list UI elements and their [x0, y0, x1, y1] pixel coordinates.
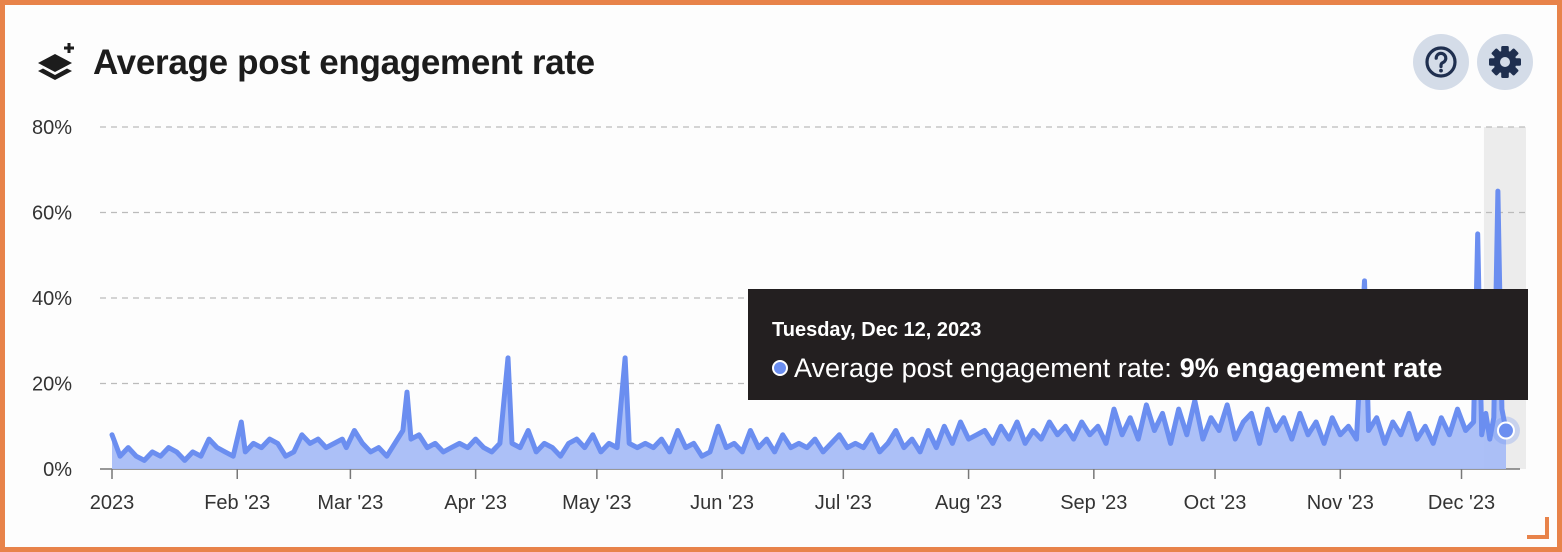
- question-circle-icon: [1425, 46, 1457, 78]
- gear-icon: [1489, 46, 1521, 78]
- y-tick-label: 20%: [32, 374, 72, 396]
- y-tick-label: 60%: [32, 203, 72, 225]
- x-tick-label: Oct '23: [1184, 492, 1247, 514]
- highlight-point: [1496, 421, 1515, 440]
- x-tick-label: Sep '23: [1060, 492, 1127, 514]
- x-tick-label: Nov '23: [1307, 492, 1374, 514]
- x-tick-label: Aug '23: [935, 492, 1002, 514]
- tooltip-date: Tuesday, Dec 12, 2023: [772, 319, 982, 341]
- x-tick-label: Jul '23: [815, 492, 872, 514]
- help-button[interactable]: [1413, 34, 1469, 90]
- series-line: [109, 188, 1509, 463]
- x-tick-label: Apr '23: [444, 492, 507, 514]
- tooltip-series-label: Average post engagement rate:: [794, 353, 1172, 383]
- y-tick-label: 0%: [43, 459, 72, 481]
- tooltip-series-row: Average post engagement rate: 9% engagem…: [772, 351, 1504, 385]
- x-tick-label: May '23: [562, 492, 631, 514]
- x-tick-label: Dec '23: [1428, 492, 1495, 514]
- y-tick-label: 80%: [32, 117, 72, 139]
- resize-handle[interactable]: [1527, 517, 1549, 539]
- series-color-dot: [772, 360, 788, 376]
- x-tick-label: Jun '23: [690, 492, 754, 514]
- series-area: [112, 191, 1506, 469]
- y-tick-label: 40%: [32, 288, 72, 310]
- layers-plus-icon: [38, 43, 74, 80]
- x-tick-label: Feb '23: [204, 492, 270, 514]
- card-header: Average post engagement rate: [35, 35, 595, 91]
- x-tick-label: Mar '23: [317, 492, 383, 514]
- chart-title: Average post engagement rate: [93, 43, 595, 82]
- chart-tooltip: Tuesday, Dec 12, 2023 Average post engag…: [748, 289, 1528, 400]
- settings-button[interactable]: [1477, 34, 1533, 90]
- x-tick-label: 2023: [90, 492, 135, 514]
- tooltip-value: 9% engagement rate: [1179, 353, 1443, 383]
